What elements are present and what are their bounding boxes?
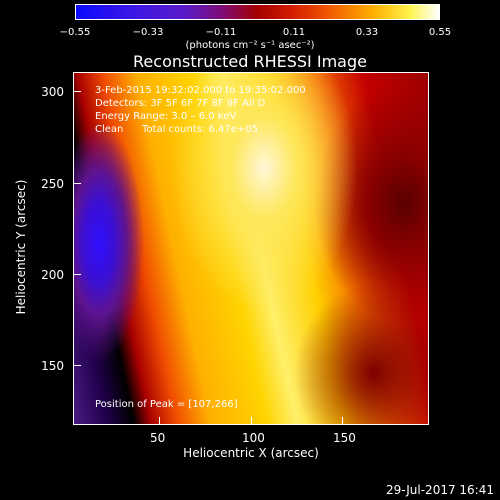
x-tick-label-50: 50 — [150, 431, 166, 445]
y-tick-label-150: 150 — [41, 359, 64, 373]
overlay-line-4-right: Total counts: 6.47e+05 — [142, 124, 259, 135]
colorbar-tick-6: 0.55 — [428, 27, 452, 38]
colorbar-tick-1: −0.55 — [59, 27, 91, 38]
y-major-tick-300 — [73, 91, 81, 92]
colorbar-tick-4: 0.11 — [282, 27, 306, 38]
x-major-tick-100 — [251, 417, 252, 425]
y-major-tick-200 — [73, 274, 81, 275]
overlay-line-4-left: Clean — [95, 124, 124, 135]
x-major-tick-150 — [342, 417, 343, 425]
x-tick-label-100: 100 — [242, 431, 265, 445]
y-tick-label-300: 300 — [41, 85, 64, 99]
y-major-tick-150 — [73, 365, 81, 366]
y-tick-label-250: 250 — [41, 177, 64, 191]
peak-position-label: Position of Peak = [107,266] — [95, 399, 238, 410]
x-axis-label: Heliocentric X (arcsec) — [183, 446, 319, 460]
colorbar-units: (photons cm⁻² s⁻¹ asec⁻²) — [185, 40, 315, 51]
x-major-tick-50 — [159, 417, 160, 425]
y-tick-label-200: 200 — [41, 268, 64, 282]
overlay-line-1: 3-Feb-2015 19:32:02.000 to 19:35:02.000 — [95, 85, 306, 96]
overlay-line-2: Detectors: 3F 5F 6F 7F 8F 9F All D — [95, 98, 266, 109]
overlay-line-3: Energy Range: 3.0 – 6.0 keV — [95, 111, 237, 122]
plot-area — [73, 72, 429, 425]
image-title: Reconstructed RHESSI Image — [133, 52, 367, 71]
colorbar-tick-2: −0.33 — [132, 27, 164, 38]
colorbar-tick-3: −0.11 — [205, 27, 237, 38]
colorbar — [75, 4, 440, 20]
y-major-tick-250 — [73, 183, 81, 184]
y-axis-label: Heliocentric Y (arcsec) — [14, 179, 28, 315]
footer-date: 29-Jul-2017 16:41 — [385, 483, 494, 497]
colorbar-tick-5: 0.33 — [355, 27, 379, 38]
x-tick-label-150: 150 — [333, 431, 356, 445]
